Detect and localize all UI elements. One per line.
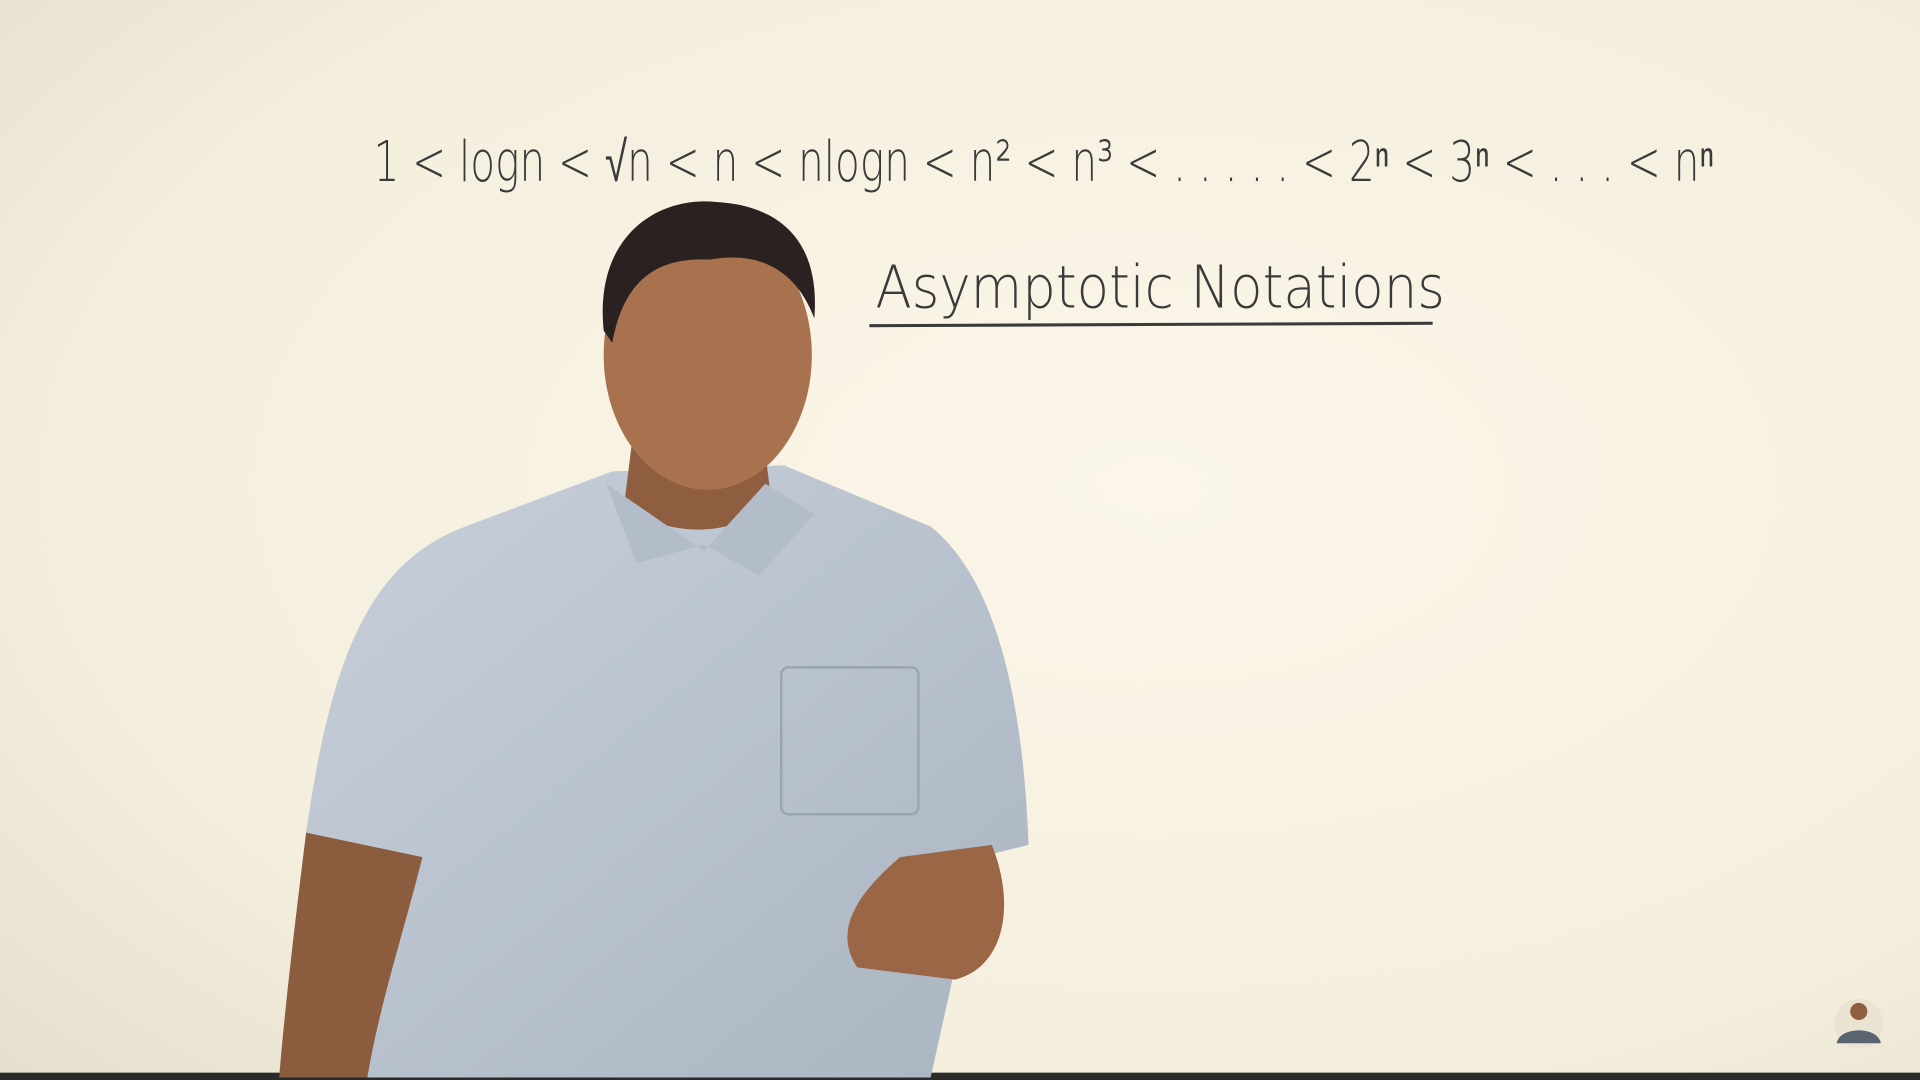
face bbox=[603, 220, 812, 490]
formula: 1 < logn < √n < n < nlogn < n² < n³ < . … bbox=[373, 130, 1714, 195]
heading: Asymptotic Notations bbox=[876, 252, 1445, 321]
frame-edge bbox=[0, 1072, 1920, 1080]
presenter bbox=[279, 201, 1029, 1078]
heading-underline bbox=[869, 321, 1433, 328]
left-arm bbox=[279, 832, 423, 1078]
hair bbox=[602, 201, 815, 343]
hand bbox=[847, 844, 1005, 980]
channel-avatar bbox=[1834, 999, 1884, 1049]
collar bbox=[606, 483, 815, 576]
pocket bbox=[780, 666, 920, 816]
shirt bbox=[281, 465, 1029, 1078]
